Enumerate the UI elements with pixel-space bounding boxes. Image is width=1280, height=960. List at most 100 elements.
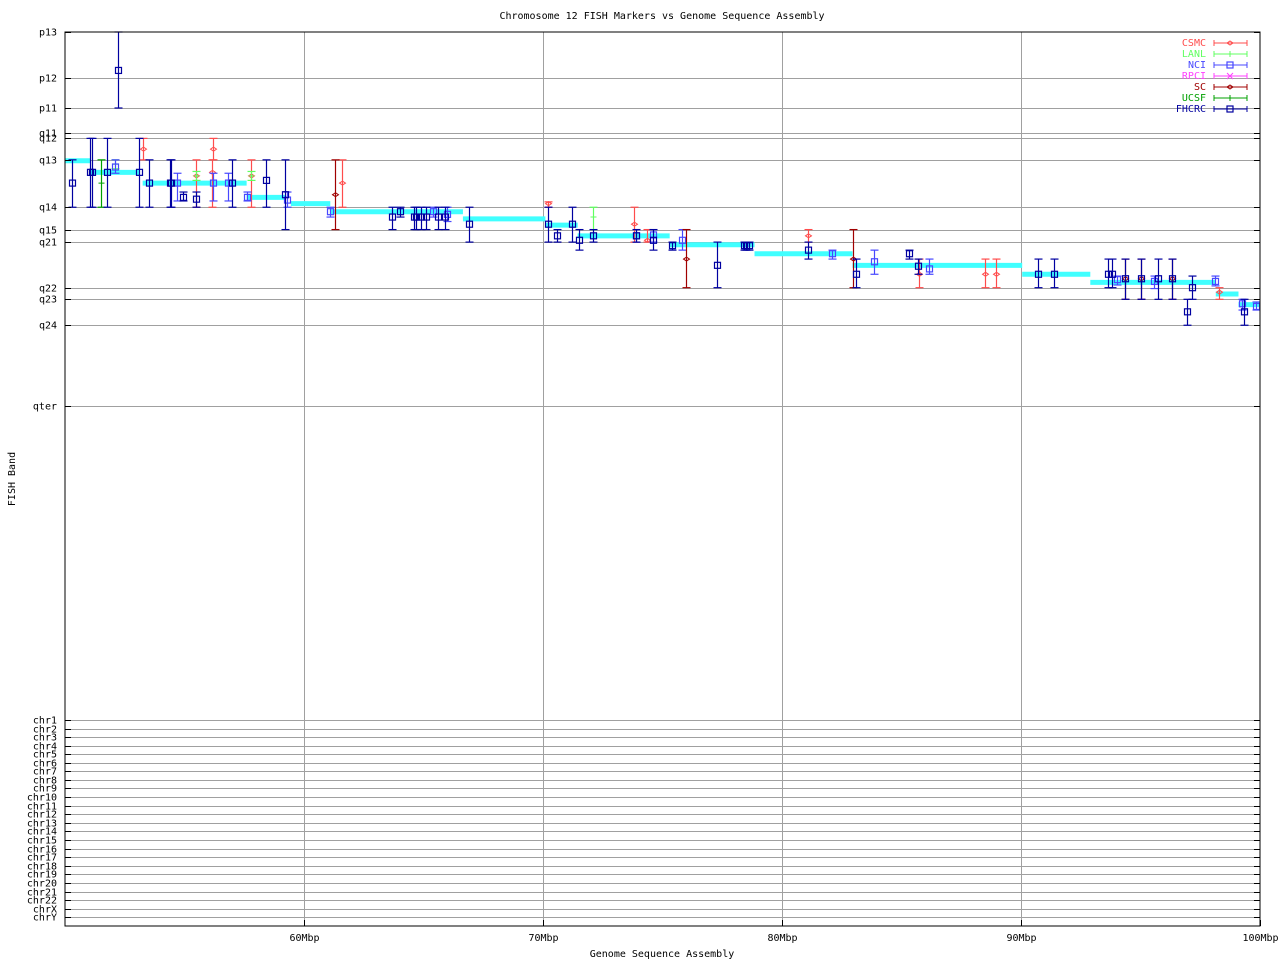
legend-label: LANL <box>1182 49 1206 60</box>
point-marker <box>804 246 813 254</box>
point-marker <box>145 179 154 187</box>
y-tick-label: chr3 <box>33 733 57 744</box>
point-marker <box>1050 270 1059 278</box>
y-tick-label: chr10 <box>27 793 57 804</box>
point-marker <box>243 193 252 201</box>
legend-label: SC <box>1194 82 1206 93</box>
point-marker <box>828 250 837 258</box>
data-point <box>209 172 218 202</box>
point-marker <box>412 213 421 221</box>
y-tick-label: chrY <box>33 913 57 924</box>
data-point <box>224 172 233 202</box>
point-marker <box>745 242 754 250</box>
point-marker <box>434 213 443 221</box>
data-point <box>88 137 97 208</box>
point-marker <box>1188 284 1197 292</box>
y-tick-label: chr8 <box>33 776 57 787</box>
x-tick-label: 80Mbp <box>767 933 797 944</box>
y-tick-label: chr7 <box>33 767 57 778</box>
data-point <box>992 258 1001 289</box>
y-tick-label: chrX <box>33 905 57 916</box>
data-point <box>682 228 691 289</box>
data-point <box>568 206 577 243</box>
point-marker <box>905 250 914 258</box>
point-marker <box>992 271 1001 277</box>
data-point <box>139 137 148 161</box>
y-tick-label: chr21 <box>27 888 57 899</box>
point-marker <box>103 168 112 176</box>
point-marker <box>338 180 347 186</box>
series-fhcrc <box>68 31 1249 326</box>
series-points <box>68 31 1261 326</box>
legend-label: FHCRC <box>1176 104 1206 115</box>
data-point <box>97 159 106 208</box>
legend-label: UCSF <box>1182 93 1206 104</box>
data-point <box>1252 301 1261 311</box>
point-marker <box>465 220 474 228</box>
data-point <box>870 249 879 275</box>
point-marker <box>422 213 431 221</box>
point-marker <box>441 213 450 221</box>
point-marker <box>870 258 879 266</box>
data-point <box>589 228 598 243</box>
data-point <box>111 159 120 174</box>
data-point <box>1108 258 1117 289</box>
data-point <box>1121 258 1130 300</box>
point-marker <box>1113 276 1122 284</box>
point-marker <box>1121 275 1130 283</box>
point-marker <box>98 180 105 187</box>
y-tick-label: q12 <box>39 134 57 145</box>
point-marker <box>111 163 120 171</box>
y-tick-label: chr22 <box>27 896 57 907</box>
point-marker <box>544 220 553 228</box>
data-point <box>745 241 754 251</box>
point-marker <box>1238 300 1247 308</box>
legend-item-fhcrc: FHCRC <box>1176 104 1248 115</box>
data-point <box>68 159 77 208</box>
point-marker <box>167 179 176 187</box>
y-tick-label: chr19 <box>27 870 57 881</box>
point-marker <box>575 236 584 244</box>
data-point <box>192 191 201 208</box>
x-axis-label: Genome Sequence Assembly <box>590 949 735 960</box>
data-point <box>1183 298 1192 326</box>
data-point <box>589 206 598 231</box>
point-marker <box>68 179 77 187</box>
point-marker <box>139 146 148 152</box>
point-marker <box>544 201 553 207</box>
point-marker <box>553 232 562 240</box>
data-point <box>247 170 256 182</box>
x-tick-label: 60Mbp <box>289 933 319 944</box>
point-marker <box>981 271 990 277</box>
series-ucsf <box>97 159 106 208</box>
y-tick-label: q13 <box>39 156 57 167</box>
assembly-segments <box>65 158 1260 308</box>
legend-marker <box>1226 84 1234 90</box>
point-marker <box>326 208 335 216</box>
data-point <box>441 206 450 231</box>
data-point <box>167 159 176 208</box>
point-marker <box>713 261 722 269</box>
point-marker <box>678 236 687 244</box>
legend-item-ucsf: UCSF <box>1182 93 1248 104</box>
series-sc <box>331 159 1177 300</box>
y-tick-label: q14 <box>39 203 57 214</box>
point-marker <box>925 265 934 273</box>
y-tick-label: chr14 <box>27 827 57 838</box>
data-point <box>114 31 123 109</box>
y-tick-label: q15 <box>39 226 57 237</box>
point-marker <box>668 242 677 250</box>
x-tick-label: 70Mbp <box>528 933 558 944</box>
point-marker <box>682 256 691 262</box>
data-point <box>1188 275 1197 300</box>
legend-marker <box>1226 40 1234 46</box>
y-tick-label: chr16 <box>27 845 57 856</box>
y-tick-label: q22 <box>39 284 57 295</box>
data-point <box>281 159 290 231</box>
legend-item-sc: SC <box>1194 82 1248 93</box>
data-point <box>649 228 658 251</box>
plot-frame <box>64 31 1261 927</box>
point-marker <box>248 172 255 179</box>
legend-item-csmc: CSMC <box>1182 38 1248 49</box>
